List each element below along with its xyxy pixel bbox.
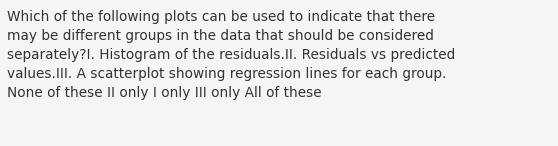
Text: Which of the following plots can be used to indicate that there
may be different: Which of the following plots can be used… [7, 10, 455, 100]
